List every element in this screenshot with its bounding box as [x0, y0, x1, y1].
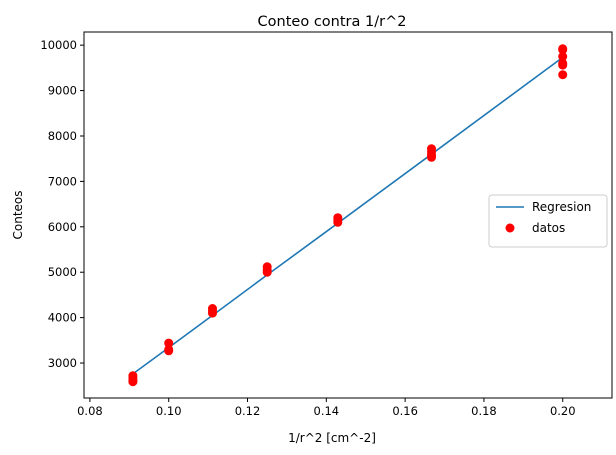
data-point	[164, 338, 174, 348]
data-point	[262, 267, 272, 277]
data-point	[164, 346, 174, 356]
legend-label-regresion: Regresion	[532, 200, 591, 214]
data-point	[128, 377, 138, 387]
data-point	[558, 60, 568, 70]
y-tick-label: 8000	[48, 129, 77, 143]
y-axis: 3000 4000 5000 6000 7000 8000 9000 10000	[40, 38, 84, 370]
y-tick-label: 3000	[48, 356, 77, 370]
data-points	[128, 44, 568, 387]
x-tick-label: 0.10	[156, 404, 182, 418]
x-axis-label: 1/r^2 [cm^-2]	[288, 431, 376, 445]
x-tick-label: 0.16	[392, 404, 418, 418]
data-point	[558, 45, 568, 55]
y-tick-label: 4000	[48, 311, 77, 325]
legend-marker-swatch	[505, 223, 515, 233]
legend-label-datos: datos	[532, 221, 565, 235]
chart-title: Conteo contra 1/r^2	[258, 14, 407, 30]
x-tick-label: 0.12	[235, 404, 261, 418]
legend: Regresion datos	[488, 194, 608, 248]
x-tick-label: 0.14	[314, 404, 340, 418]
x-tick-label: 0.18	[471, 404, 497, 418]
data-point	[558, 52, 568, 61]
y-tick-label: 6000	[48, 220, 77, 234]
x-axis: 0.08 0.10 0.12 0.14 0.16 0.18 0.20	[77, 398, 576, 418]
y-tick-label: 7000	[48, 174, 77, 188]
y-tick-label: 10000	[40, 38, 77, 52]
x-tick-label: 0.08	[77, 404, 103, 418]
y-tick-label: 9000	[48, 84, 77, 98]
data-point	[427, 152, 436, 162]
y-tick-label: 5000	[48, 265, 77, 279]
plot-frame	[83, 31, 613, 399]
data-point	[558, 70, 568, 80]
data-point	[333, 217, 343, 227]
x-tick-label: 0.20	[550, 404, 576, 418]
legend-box	[488, 194, 608, 248]
data-point	[208, 308, 217, 318]
y-axis-label: Conteos	[11, 190, 25, 239]
